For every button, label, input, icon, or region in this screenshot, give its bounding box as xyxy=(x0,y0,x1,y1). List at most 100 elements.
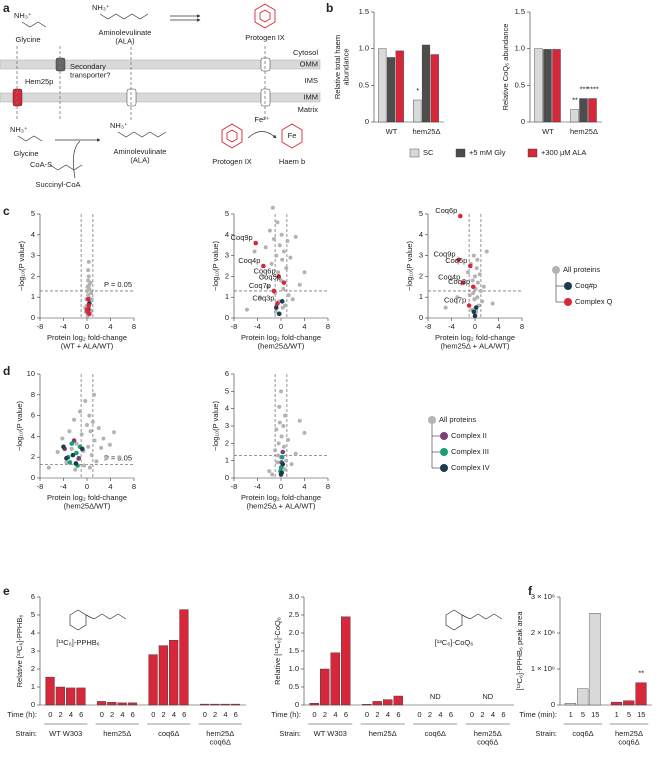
x-tick-label: -4 xyxy=(60,482,67,491)
point xyxy=(281,280,287,285)
point xyxy=(285,239,290,244)
point xyxy=(85,422,89,427)
protein-label: Hem25p xyxy=(25,77,53,86)
bar xyxy=(534,48,543,123)
point xyxy=(270,205,275,210)
point-label: Coq7p xyxy=(249,281,271,290)
point xyxy=(276,274,281,279)
bar xyxy=(383,699,393,706)
y-axis-label: −log₁₀(P value) xyxy=(211,241,220,291)
y-tick-label: 4 xyxy=(31,230,35,239)
bar xyxy=(543,49,552,123)
point xyxy=(484,249,489,254)
y-tick-label: 1 xyxy=(225,292,229,301)
x-tick-label: 8 xyxy=(326,482,330,491)
panel-label: c xyxy=(3,204,10,218)
y-tick-label: 5 xyxy=(31,610,35,619)
point xyxy=(92,392,97,397)
point xyxy=(83,399,88,404)
time-label: 2 xyxy=(375,710,379,719)
legend-label: Complex IV xyxy=(451,463,490,472)
point xyxy=(278,472,284,477)
point xyxy=(271,288,277,294)
strain-label: coq6Δ xyxy=(425,729,446,738)
strain-axis-label: Strain: xyxy=(279,729,301,738)
y-tick-label: 1 xyxy=(225,456,229,465)
y-tick-label: 1.5 xyxy=(289,646,299,655)
point xyxy=(67,429,72,434)
time-label: 0 xyxy=(203,710,207,719)
bond xyxy=(49,164,83,171)
time-label: 1 xyxy=(569,710,573,719)
molecule-name: Glycine xyxy=(15,35,40,44)
chem-label: CoA-S xyxy=(30,160,52,169)
point xyxy=(82,463,87,468)
point xyxy=(481,284,486,289)
point xyxy=(280,449,286,455)
time-label: 15 xyxy=(637,710,645,719)
y-axis-label: Relative [¹³C₆]-PPHB₆ xyxy=(15,615,24,688)
bar xyxy=(158,645,168,706)
y-tick-label: 4 xyxy=(31,431,35,440)
point xyxy=(86,259,91,264)
point xyxy=(96,426,101,431)
legend-label: Coq#p xyxy=(575,281,597,290)
bond xyxy=(99,13,149,20)
point xyxy=(471,253,476,258)
y-tick-label: 1 xyxy=(31,292,35,301)
legend-label: All proteins xyxy=(439,415,476,424)
legend-marker xyxy=(440,432,448,440)
point xyxy=(472,297,477,302)
y-tick-label: 5 xyxy=(419,209,423,218)
y-tick-label: 2 xyxy=(225,438,229,447)
point xyxy=(80,446,85,452)
point xyxy=(274,427,279,432)
point xyxy=(475,280,480,285)
time-label: 0 xyxy=(312,710,316,719)
panel-label: f xyxy=(528,584,533,598)
point xyxy=(71,438,77,443)
bond xyxy=(17,135,43,142)
point xyxy=(288,255,293,260)
y-tick-label: 0 xyxy=(419,313,423,322)
y-tick-label: 5 xyxy=(225,209,229,218)
x-tick-label: 4 xyxy=(108,322,112,331)
time-label: 4 xyxy=(333,710,337,719)
point xyxy=(55,450,60,454)
point xyxy=(460,280,466,285)
y-tick-label: 4 xyxy=(419,230,423,239)
point xyxy=(84,307,90,312)
y-axis-label: Relative [¹³C₆]-CoQ₆ xyxy=(273,617,282,685)
significance-label: * xyxy=(416,86,419,95)
bar xyxy=(76,687,86,706)
x-tick-label: -4 xyxy=(254,322,261,331)
time-label: 4 xyxy=(491,710,495,719)
bond xyxy=(117,131,167,138)
note-label: ND xyxy=(430,692,441,701)
point xyxy=(278,465,284,470)
transporter xyxy=(260,88,271,107)
point xyxy=(89,291,94,296)
point xyxy=(280,461,286,467)
chem-label: Fe xyxy=(288,131,297,140)
time-label: 2 xyxy=(213,710,217,719)
time-label: 6 xyxy=(79,710,83,719)
y-tick-label: 3 xyxy=(225,421,229,430)
point xyxy=(297,282,302,287)
point xyxy=(276,453,281,458)
y-axis-label: −log₁₀(P value) xyxy=(17,241,26,291)
point xyxy=(279,389,283,394)
point xyxy=(64,460,69,465)
x-tick-label: -8 xyxy=(37,322,44,331)
point xyxy=(244,307,249,312)
point xyxy=(274,305,279,310)
bar xyxy=(579,98,588,123)
molecule-name: Succinyl-CoA xyxy=(35,180,80,189)
compound-label: [¹³C₆]-PPHB₆ xyxy=(56,638,100,647)
x-tick-label: 8 xyxy=(326,322,330,331)
y-tick-label: 2 xyxy=(419,271,423,280)
y-tick-label: 1.5 xyxy=(359,7,369,16)
bar xyxy=(148,654,158,706)
ring xyxy=(259,9,271,23)
y-tick-label: 0.5 xyxy=(515,80,525,89)
